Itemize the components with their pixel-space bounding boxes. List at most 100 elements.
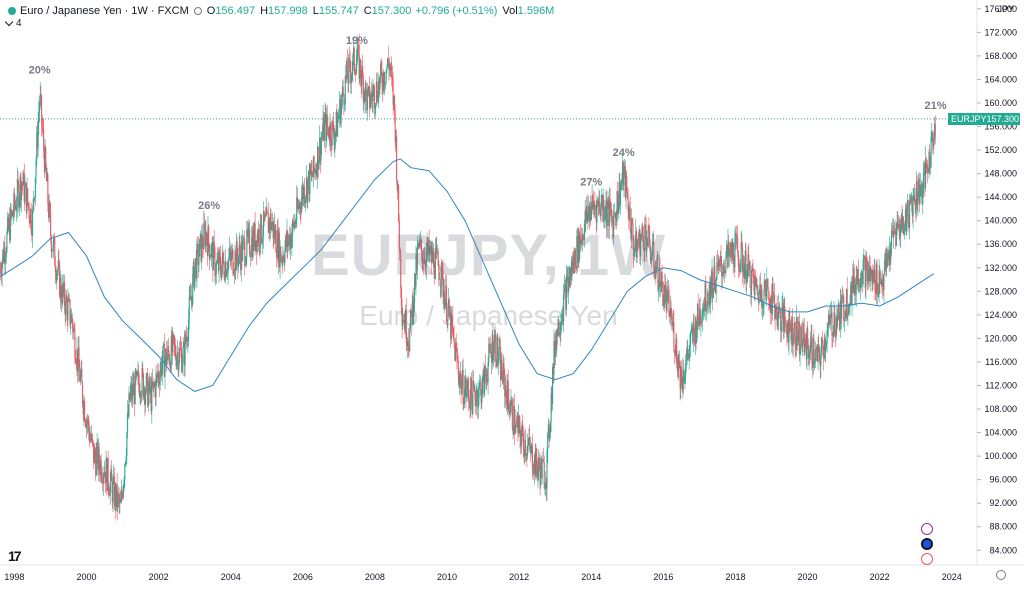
candle-body: [909, 197, 911, 201]
candle-body: [448, 299, 450, 308]
candle-body: [492, 334, 494, 361]
candle-body: [24, 186, 26, 202]
candle-body: [304, 199, 306, 204]
candle-body: [502, 363, 504, 384]
candle-body: [594, 208, 597, 210]
globe-icon[interactable]: [921, 538, 933, 550]
settings-icon[interactable]: [996, 570, 1006, 580]
symbol-title[interactable]: Euro / Japanese Yen · 1W · FXCM: [20, 5, 189, 17]
candle-body: [66, 295, 68, 302]
candle-body: [315, 169, 317, 174]
candle-body: [785, 322, 787, 333]
candle-body: [154, 384, 156, 387]
candle-body: [303, 186, 305, 200]
candle-body: [40, 93, 42, 96]
candle-body: [552, 367, 554, 375]
candle-body: [246, 229, 248, 257]
candle-body: [179, 348, 181, 350]
candle-body: [442, 270, 444, 298]
peak-percent-label: 21%: [925, 100, 947, 112]
candle-body: [457, 359, 459, 361]
candle-body: [736, 237, 738, 239]
candle-body: [139, 393, 141, 396]
candle-body: [719, 259, 721, 261]
candle-body: [360, 78, 362, 86]
candle-body: [307, 180, 309, 202]
candle-body: [254, 223, 256, 250]
candle-body: [594, 204, 596, 210]
candle-body: [585, 210, 587, 222]
candle-body: [703, 302, 705, 311]
candle-body: [900, 224, 902, 237]
candle-body: [382, 85, 384, 91]
candle-body: [500, 347, 502, 380]
candle-body: [789, 323, 791, 327]
record-icon[interactable]: [921, 553, 933, 565]
candle-body: [253, 230, 255, 248]
candle-body: [411, 295, 414, 325]
candle-body: [433, 252, 435, 275]
candle-body: [188, 296, 190, 319]
candle-body: [170, 335, 172, 370]
candle-body: [640, 239, 642, 257]
candle-body: [32, 209, 34, 236]
candle-body: [147, 373, 149, 407]
candle-body: [318, 159, 320, 170]
candle-body: [811, 336, 813, 363]
candle-body: [337, 117, 339, 120]
candle-body: [496, 336, 498, 367]
candle-body: [698, 319, 700, 326]
candle-body: [329, 123, 331, 141]
candle-body: [241, 241, 243, 261]
candle-body: [97, 446, 99, 471]
candle-body: [278, 232, 280, 268]
currency-label[interactable]: JPY: [997, 4, 1014, 14]
candle-body: [323, 117, 325, 141]
candle-body: [9, 208, 11, 241]
candle-body: [623, 167, 625, 185]
candle-body: [273, 225, 276, 240]
candle-body: [16, 206, 18, 211]
candle-body: [484, 366, 486, 376]
candle-body: [249, 228, 251, 255]
candle-body: [428, 239, 430, 256]
candle-body: [316, 169, 318, 178]
candle-body: [530, 446, 532, 453]
candle-body: [801, 342, 803, 347]
candle-body: [752, 269, 754, 277]
candle-body: [328, 127, 330, 137]
candle-body: [690, 331, 692, 333]
candle-body: [39, 93, 41, 103]
candle-body: [765, 289, 767, 297]
candle-body: [72, 328, 75, 333]
candle-body: [707, 300, 709, 304]
lightning-icon[interactable]: [921, 523, 933, 535]
candle-body: [529, 437, 531, 445]
candle-body: [454, 341, 456, 361]
candle-body: [197, 243, 199, 265]
candle-body: [235, 241, 237, 271]
candle-body: [276, 252, 278, 258]
candle-body: [934, 123, 936, 138]
candle-body: [31, 229, 33, 236]
candle-body: [158, 373, 160, 381]
tradingview-logo-icon[interactable]: 17: [8, 548, 22, 564]
candle-body: [671, 316, 673, 327]
open-value: 156.497: [215, 5, 256, 17]
time-axis: 1998 2000 2002 2004 2006 2008 2010 2012 2014 2016…: [4, 572, 961, 582]
candle-body: [467, 381, 469, 390]
indicator-count: 4: [16, 18, 22, 29]
candle-body: [459, 377, 461, 385]
peak-percent-label: 20%: [29, 65, 51, 77]
candle-body: [613, 215, 615, 238]
candle-body: [117, 493, 119, 508]
indicators-toggle[interactable]: 4: [4, 17, 22, 29]
candle-body: [911, 201, 913, 217]
candle-body: [608, 198, 610, 227]
candle-body: [196, 243, 198, 279]
candle-body: [592, 196, 594, 201]
candle-body: [310, 170, 312, 174]
candle-body: [8, 218, 10, 230]
candle-body: [484, 366, 486, 395]
